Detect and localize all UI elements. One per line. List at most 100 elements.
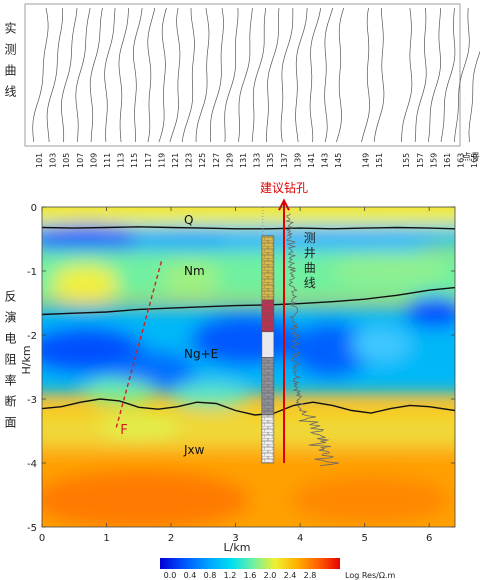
station-label: 139 xyxy=(293,153,302,168)
station-label: 119 xyxy=(157,153,166,168)
measured-curve xyxy=(361,7,370,143)
x-tick-label: 5 xyxy=(361,533,367,544)
station-label: 151 xyxy=(375,153,384,168)
layer-label: Q xyxy=(184,213,193,227)
y-tick-label: -4 xyxy=(27,459,37,470)
station-label: 131 xyxy=(239,153,248,168)
boundary-line xyxy=(42,226,455,230)
colorbar-tick-label: 2.4 xyxy=(284,571,297,580)
measured-curve xyxy=(210,7,224,143)
station-label: 121 xyxy=(171,153,180,168)
colorbar-tick-label: 1.2 xyxy=(224,571,237,580)
layer-labels: Q Nm Ng+E Jxw xyxy=(183,213,218,457)
measured-curve xyxy=(468,50,480,143)
measured-curve xyxy=(427,8,441,143)
station-label: 101 xyxy=(35,153,44,168)
station-label: 159 xyxy=(429,153,438,168)
measured-curve xyxy=(133,7,143,143)
measured-curve xyxy=(75,7,91,143)
x-tick-label: 4 xyxy=(297,533,303,544)
station-label: 129 xyxy=(225,153,234,168)
measured-curve xyxy=(454,7,470,143)
axes: 0 1 2 3 4 5 6 0 -1 -2 -3 -4 -5 xyxy=(27,203,455,544)
measured-curve xyxy=(336,7,345,143)
station-label: 105 xyxy=(62,153,71,168)
fault-line xyxy=(115,261,163,428)
boundary-line xyxy=(42,398,455,416)
measured-curve xyxy=(89,7,103,142)
station-label: 149 xyxy=(361,153,370,168)
bottom-side-label: 反演电阻率断面 xyxy=(3,290,17,437)
measured-curve xyxy=(324,7,334,143)
station-label: 165 xyxy=(470,153,479,168)
measured-curve xyxy=(32,7,49,143)
borehole-label: 建议钻孔 xyxy=(260,180,308,195)
colorbar-ticks: 0.0 0.4 0.8 1.2 1.6 2.0 2.4 2.8 xyxy=(164,571,317,580)
y-tick-label: -1 xyxy=(27,267,37,278)
well-interval-pattern xyxy=(261,299,274,332)
measured-curve xyxy=(373,7,385,143)
measured-curve xyxy=(440,7,456,143)
section-frame xyxy=(41,206,456,528)
curves-panel-frame xyxy=(24,3,461,147)
station-label: 127 xyxy=(212,153,221,168)
colorbar-tick-label: 0.0 xyxy=(164,571,177,580)
measured-curve xyxy=(295,7,308,143)
station-label: 143 xyxy=(321,153,330,168)
station-label: 103 xyxy=(49,153,58,168)
top-side-label: 实测曲线 xyxy=(3,22,17,106)
station-label: 145 xyxy=(334,153,343,168)
x-tick-label: 1 xyxy=(103,533,109,544)
station-label: 161 xyxy=(443,153,452,168)
x-axis-label: L/km xyxy=(224,541,251,554)
colorbar-tick-label: 2.0 xyxy=(264,571,277,580)
colorbar-tick-label: 0.4 xyxy=(184,571,197,580)
station-label: 117 xyxy=(144,153,153,168)
point-unit-label: 点号 xyxy=(462,152,480,163)
measured-curve xyxy=(61,7,78,143)
fault-label: F xyxy=(120,423,127,438)
measured-curve xyxy=(147,7,156,143)
measured-curve xyxy=(195,7,210,142)
log-curve-char: 线 xyxy=(304,276,316,290)
y-tick-label: -2 xyxy=(27,331,37,342)
x-tick-label: 2 xyxy=(168,533,174,544)
layer-label: Ng+E xyxy=(184,347,218,361)
station-label: 163 xyxy=(457,153,466,168)
measured-curve xyxy=(104,7,116,143)
x-tick-label: 0 xyxy=(39,533,45,544)
well-interval-pattern xyxy=(261,415,274,463)
well-column xyxy=(261,207,275,464)
measured-curve xyxy=(224,7,239,143)
colorbar xyxy=(160,558,340,569)
measured-curve xyxy=(158,7,167,143)
measured-curve xyxy=(280,7,294,143)
well-interval xyxy=(261,331,275,358)
colorbar-label: Log Res/Ω.m xyxy=(345,571,395,580)
colorbar-tick-label: 2.8 xyxy=(304,571,317,580)
measured-curve xyxy=(46,7,63,143)
y-axis-label: H/km xyxy=(20,345,33,374)
station-label: 107 xyxy=(76,153,85,168)
log-curve-char: 曲 xyxy=(304,261,316,275)
station-labels: 101 103 105 107 109 111 113 115 117 119 121 123 125 1… xyxy=(35,153,479,168)
station-label: 123 xyxy=(185,153,194,168)
measured-curves xyxy=(32,7,480,143)
y-tick-label: -3 xyxy=(27,395,37,406)
station-label: 133 xyxy=(253,153,262,168)
y-tick-label: 0 xyxy=(31,203,37,214)
well-log-curve xyxy=(284,213,339,466)
measured-curve xyxy=(118,7,129,143)
layer-boundaries xyxy=(42,226,455,416)
measured-curve xyxy=(414,7,427,143)
resistivity-section xyxy=(42,207,455,527)
station-label: 113 xyxy=(117,153,126,168)
measured-curve xyxy=(401,7,413,142)
station-label: 111 xyxy=(103,153,112,168)
colorbar-tick-label: 1.6 xyxy=(244,571,257,580)
station-label: 155 xyxy=(402,153,411,168)
station-label: 141 xyxy=(307,153,316,168)
measured-curve xyxy=(169,7,181,143)
station-label: 115 xyxy=(130,153,139,168)
